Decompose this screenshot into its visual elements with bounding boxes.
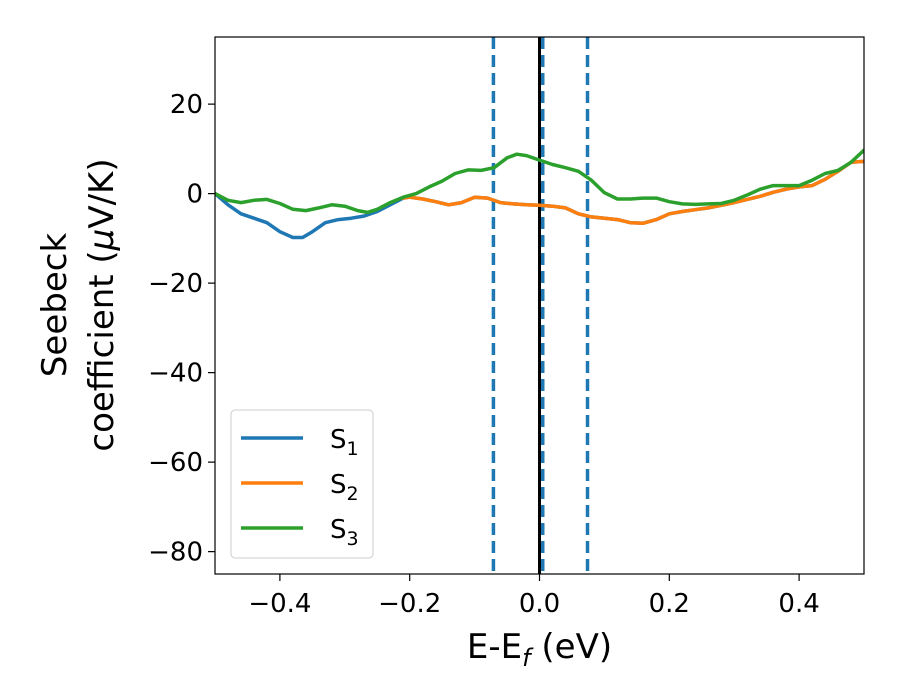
x-axis-label-main: E-E <box>467 627 522 667</box>
legend-label-sub: 1 <box>347 438 359 460</box>
x-tick-label: −0.4 <box>248 589 311 619</box>
y-axis-label-line2-post: V/K) <box>82 158 122 228</box>
y-tick-label: 20 <box>170 90 203 120</box>
y-tick-label: 0 <box>186 180 203 210</box>
legend-label-sub: 2 <box>347 483 359 505</box>
legend-label-s3: S3 <box>330 515 359 550</box>
legend-label-main: S <box>330 425 347 455</box>
legend-label-main: S <box>330 470 347 500</box>
y-axis-label-line1: Seebeck <box>35 233 75 378</box>
y-axis-label-mu: μ <box>82 229 122 252</box>
x-axis-label: E-Ef (eV) <box>467 627 612 672</box>
y-tick-label: −60 <box>148 448 203 478</box>
legend-label-s1: S1 <box>330 425 359 460</box>
x-axis-label-tail: (eV) <box>531 627 613 667</box>
legend-label-main: S <box>330 515 347 545</box>
x-axis-ticks: −0.4 −0.2 0.0 0.2 0.4 <box>248 574 820 619</box>
y-axis-label: Seebeck coefficient (μV/K) <box>35 158 122 451</box>
legend-label-s2: S2 <box>330 470 359 505</box>
y-axis-label-line2-pre: coefficient ( <box>82 250 122 451</box>
series-line-s3 <box>215 148 864 215</box>
series-line-s2 <box>401 159 864 225</box>
x-tick-label: 0.4 <box>778 589 819 619</box>
vertical-reference-lines <box>491 37 590 574</box>
legend-label-sub: 3 <box>347 528 359 550</box>
y-tick-label: −20 <box>148 269 203 299</box>
x-tick-label: −0.2 <box>378 589 441 619</box>
y-tick-label: −40 <box>148 359 203 389</box>
series-lines <box>215 148 864 240</box>
y-axis-ticks: 20 0 −20 −40 −60 −80 <box>148 90 215 568</box>
x-tick-label: 0.2 <box>649 589 690 619</box>
x-tick-label: 0.0 <box>519 589 560 619</box>
y-tick-label: −80 <box>148 538 203 568</box>
y-axis-label-line2: coefficient (μV/K) <box>82 158 122 451</box>
